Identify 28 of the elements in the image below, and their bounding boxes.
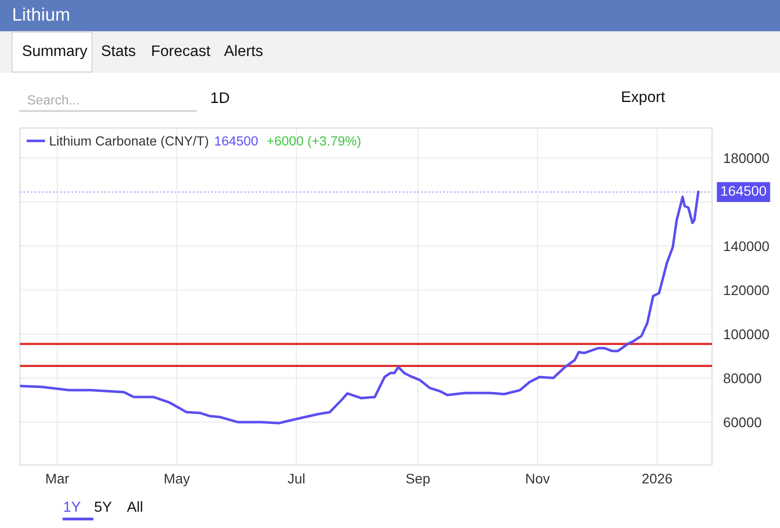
y-tick-label: 140000 bbox=[724, 241, 769, 252]
annotation: 164500 bbox=[215, 136, 258, 146]
text: Summary bbox=[22, 45, 88, 60]
text: 1Y bbox=[64, 502, 81, 512]
x-tick-label: Mar bbox=[46, 474, 69, 484]
legend-label: Lithium Carbonate (CNY/T) bbox=[50, 136, 208, 148]
annotation: +6000 (+3.79%) bbox=[267, 136, 360, 148]
line-series bbox=[20, 190, 700, 424]
text: Forecast bbox=[152, 45, 210, 56]
x-tick-label: Nov bbox=[526, 474, 550, 484]
text: All bbox=[126, 501, 142, 512]
x-tick-label: Sep bbox=[406, 474, 430, 486]
ref-line-label: 164500 bbox=[721, 186, 766, 196]
text: Export bbox=[622, 91, 665, 106]
text: Alerts bbox=[224, 44, 262, 56]
y-tick-label: 120000 bbox=[724, 285, 769, 296]
y-tick-label: 60000 bbox=[724, 417, 762, 428]
y-tick-label: 100000 bbox=[724, 329, 769, 340]
x-tick-label: May bbox=[164, 474, 190, 486]
text: Stats bbox=[102, 45, 136, 56]
text: 5Y bbox=[94, 502, 112, 512]
y-tick-label: 80000 bbox=[724, 373, 762, 384]
text: Search... bbox=[28, 94, 79, 105]
x-tick-label: 2026 bbox=[642, 474, 672, 484]
x-tick-label: Jul bbox=[288, 473, 304, 484]
y-tick-label: 180000 bbox=[724, 153, 769, 164]
text: 1D bbox=[211, 92, 230, 103]
chart-title: Lithium bbox=[13, 8, 70, 21]
